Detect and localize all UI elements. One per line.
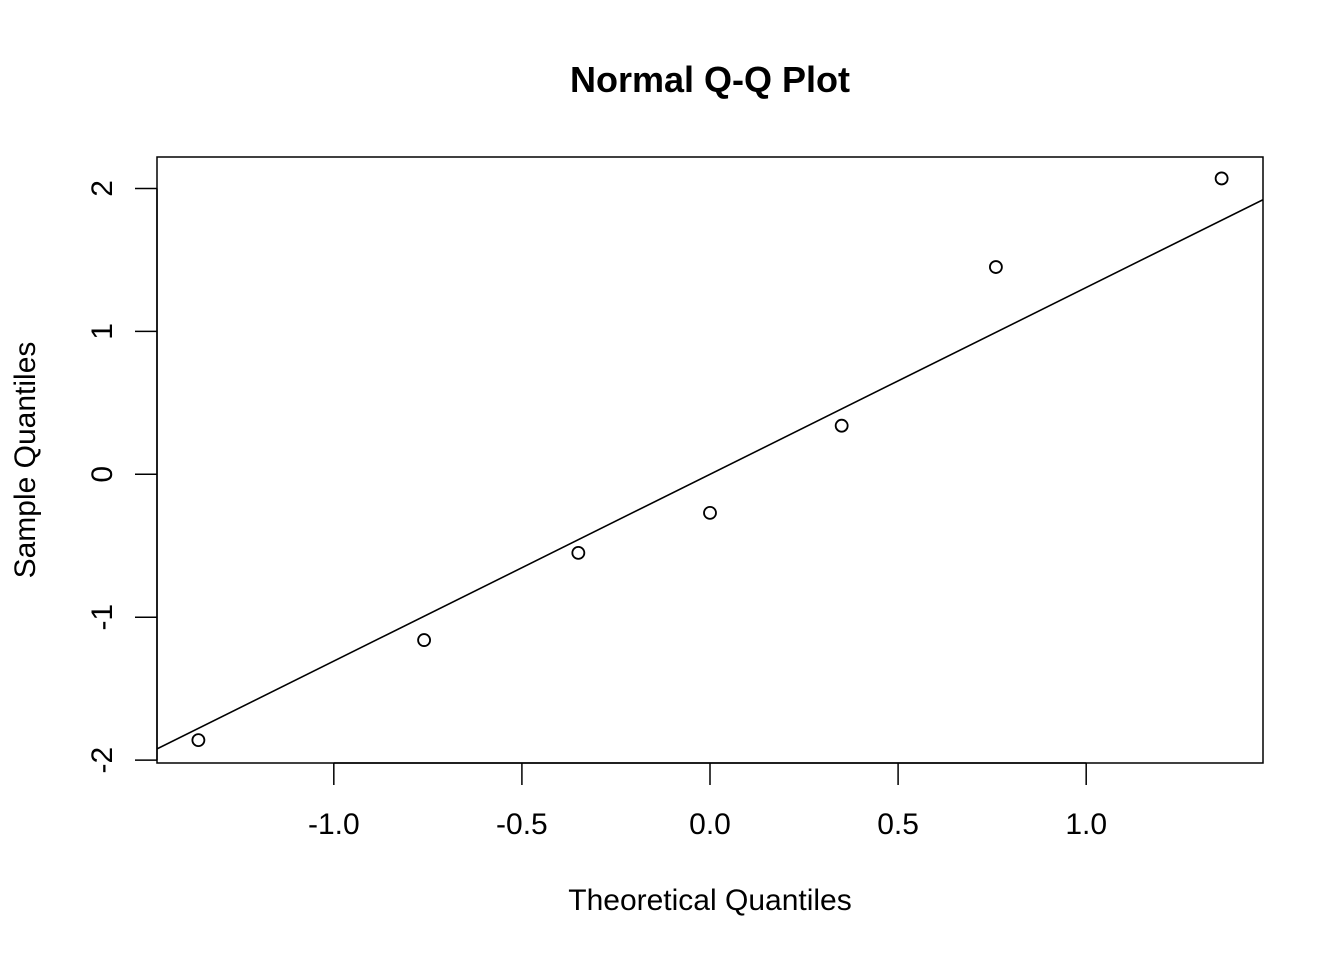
chart-title: Normal Q-Q Plot	[570, 59, 850, 100]
y-tick-label: -1	[86, 604, 119, 631]
y-axis-label: Sample Quantiles	[9, 342, 42, 579]
y-tick-label: 1	[86, 323, 119, 340]
data-point	[703, 505, 717, 520]
x-tick-label: 0.0	[689, 808, 731, 841]
y-tick-label: -2	[86, 747, 119, 774]
x-axis-label: Theoretical Quantiles	[568, 884, 851, 917]
plot-frame	[156, 156, 1264, 764]
x-axis: -1.0 -0.5 0.0 0.5 1.0	[308, 762, 1107, 841]
data-point	[417, 633, 431, 647]
x-tick-label: -1.0	[308, 808, 360, 841]
y-tick-label: 0	[86, 466, 119, 483]
y-axis: -2 -1 0 1 2	[86, 180, 158, 774]
data-point	[989, 260, 1003, 274]
data-point	[1214, 171, 1229, 186]
data-point	[191, 733, 206, 748]
qq-reference-line	[157, 198, 1263, 750]
data-point	[571, 546, 586, 560]
data-points	[191, 171, 1229, 748]
y-tick-label: 2	[86, 180, 119, 197]
data-point	[834, 418, 849, 433]
x-tick-label: 0.5	[877, 808, 919, 841]
x-tick-label: 1.0	[1065, 808, 1107, 841]
reference-line-group	[157, 198, 1263, 750]
x-tick-label: -0.5	[496, 808, 548, 841]
